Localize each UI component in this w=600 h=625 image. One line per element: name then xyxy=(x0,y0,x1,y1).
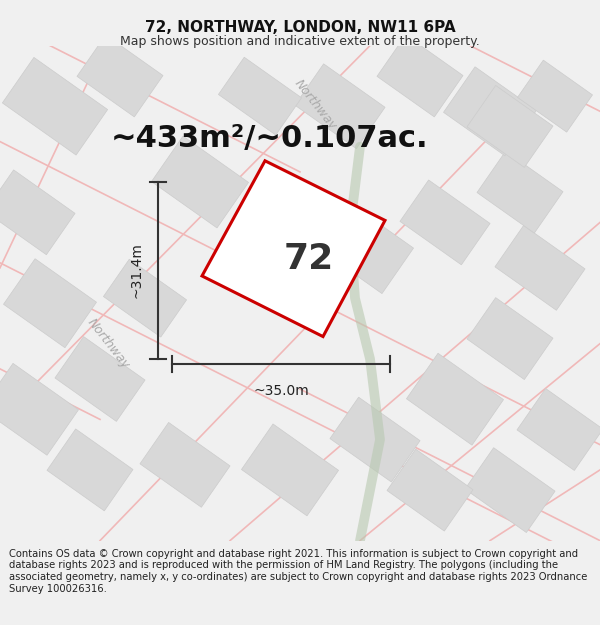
Polygon shape xyxy=(245,170,335,255)
Polygon shape xyxy=(467,298,553,379)
Polygon shape xyxy=(443,67,536,156)
Polygon shape xyxy=(316,202,413,294)
Text: 72: 72 xyxy=(284,241,334,276)
Polygon shape xyxy=(47,429,133,511)
Polygon shape xyxy=(518,60,592,132)
Polygon shape xyxy=(330,398,420,482)
Polygon shape xyxy=(2,58,107,155)
Polygon shape xyxy=(465,448,555,532)
Polygon shape xyxy=(55,337,145,421)
Polygon shape xyxy=(400,180,490,265)
Polygon shape xyxy=(140,422,230,508)
Polygon shape xyxy=(4,259,97,348)
Polygon shape xyxy=(295,64,385,149)
Polygon shape xyxy=(377,35,463,117)
Polygon shape xyxy=(0,363,79,455)
Polygon shape xyxy=(202,161,385,337)
Polygon shape xyxy=(467,86,553,168)
Text: Map shows position and indicative extent of the property.: Map shows position and indicative extent… xyxy=(120,35,480,48)
Text: 72, NORTHWAY, LONDON, NW11 6PA: 72, NORTHWAY, LONDON, NW11 6PA xyxy=(145,20,455,35)
Text: Northway: Northway xyxy=(85,316,131,371)
Polygon shape xyxy=(387,449,473,531)
Polygon shape xyxy=(517,389,600,471)
Text: Contains OS data © Crown copyright and database right 2021. This information is : Contains OS data © Crown copyright and d… xyxy=(9,549,587,594)
Polygon shape xyxy=(406,353,503,445)
Polygon shape xyxy=(0,170,75,255)
Text: ~35.0m: ~35.0m xyxy=(253,384,309,398)
Polygon shape xyxy=(477,151,563,233)
Polygon shape xyxy=(495,226,585,310)
Polygon shape xyxy=(151,136,248,228)
Polygon shape xyxy=(218,58,302,135)
Text: ~31.4m: ~31.4m xyxy=(130,242,144,298)
Text: Northway: Northway xyxy=(292,76,338,132)
Text: ~433m²/~0.107ac.: ~433m²/~0.107ac. xyxy=(111,124,429,153)
Polygon shape xyxy=(241,424,338,516)
Polygon shape xyxy=(77,35,163,117)
Polygon shape xyxy=(103,259,187,337)
